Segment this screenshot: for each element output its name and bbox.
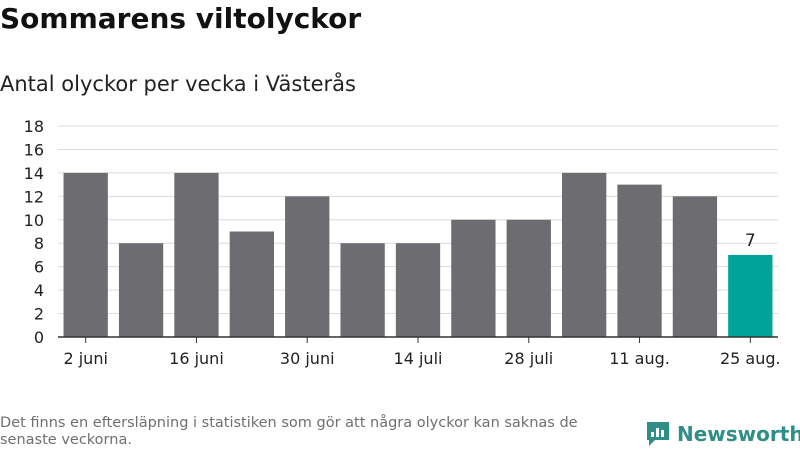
bar (562, 172, 607, 337)
bar (728, 254, 773, 337)
x-tick-label: 25 aug. (720, 349, 781, 368)
bar (229, 231, 274, 337)
bar (395, 243, 441, 337)
x-tick-label: 16 juni (169, 349, 224, 368)
bar (672, 196, 718, 337)
bar (118, 243, 164, 337)
y-tick-label: 10 (24, 211, 44, 230)
chart-title: Sommarens viltolyckor (0, 2, 362, 35)
bars (63, 172, 773, 337)
y-axis-ticks: 0 2 4 6 8 10 12 14 16 18 (24, 117, 44, 347)
bar (285, 196, 330, 337)
x-tick-label: 2 juni (63, 349, 107, 368)
y-tick-label: 16 (24, 140, 44, 159)
y-tick-label: 4 (34, 281, 44, 300)
bar (174, 172, 219, 337)
y-tick-label: 12 (24, 187, 44, 206)
bar-chart: 0 2 4 6 8 10 12 14 16 18 7 2 juni 16 juni 30 juni 14… (24, 117, 781, 368)
bar (451, 219, 496, 337)
chart-subtitle: Antal olyckor per vecka i Västerås (0, 72, 356, 96)
data-label: 7 (745, 231, 756, 251)
newsworthy-logo-icon (647, 422, 669, 446)
bar (617, 184, 662, 337)
bar (63, 172, 108, 337)
y-tick-label: 0 (34, 328, 44, 347)
x-tick-label: 30 juni (280, 349, 335, 368)
y-tick-label: 14 (24, 164, 44, 183)
bar (506, 219, 551, 337)
x-tick-label: 28 juli (504, 349, 553, 368)
footnote: Det finns en eftersläpning i statistiken… (0, 415, 578, 448)
y-tick-label: 8 (34, 234, 44, 253)
newsworthy-logo: Newsworthy (645, 419, 800, 449)
x-axis-ticks: 2 juni 16 juni 30 juni 14 juli 28 juli 11 aug… (63, 337, 781, 368)
bar (340, 243, 385, 337)
y-tick-label: 18 (24, 117, 44, 136)
data-labels: 7 (745, 231, 756, 251)
x-tick-label: 11 aug. (609, 349, 670, 368)
brand-name: Newsworthy (677, 422, 800, 446)
x-tick-label: 14 juli (394, 349, 443, 368)
y-tick-label: 6 (34, 258, 44, 277)
y-tick-label: 2 (34, 305, 44, 324)
